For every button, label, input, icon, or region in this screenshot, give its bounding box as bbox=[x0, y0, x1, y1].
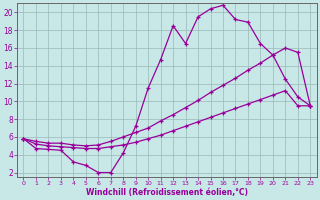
X-axis label: Windchill (Refroidissement éolien,°C): Windchill (Refroidissement éolien,°C) bbox=[86, 188, 248, 197]
